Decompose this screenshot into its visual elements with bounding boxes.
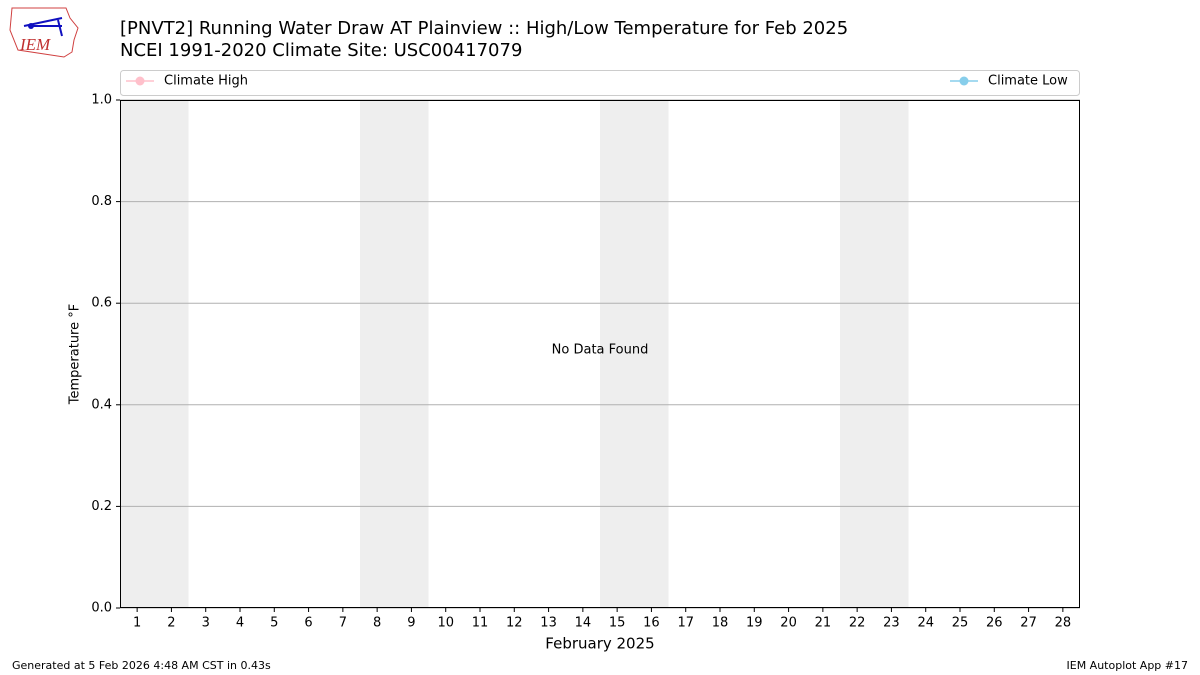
logo-outline — [9, 7, 79, 58]
x-tick-label: 28 — [1055, 616, 1072, 631]
y-tick-label: 0.2 — [91, 499, 112, 514]
x-tick-label: 10 — [437, 616, 454, 631]
x-tick-label: 16 — [643, 616, 660, 631]
x-tick-label: 27 — [1020, 616, 1037, 631]
y-tick-label: 0.6 — [91, 296, 112, 311]
legend-label: Climate High — [164, 74, 248, 89]
plot-frame — [120, 100, 1080, 608]
x-tick-label: 20 — [780, 616, 797, 631]
x-tick-label: 18 — [712, 616, 729, 631]
x-tick-label: 7 — [339, 616, 347, 631]
x-tick-label: 9 — [407, 616, 415, 631]
x-tick-label: 13 — [540, 616, 557, 631]
x-tick-label: 2 — [167, 616, 175, 631]
x-tick-label: 6 — [304, 616, 312, 631]
weekend-band — [120, 100, 189, 608]
legend-marker — [959, 76, 969, 86]
weekend-band — [840, 100, 909, 608]
chart-title: [PNVT2] Running Water Draw AT Plainview … — [120, 18, 848, 39]
x-tick-label: 5 — [270, 616, 278, 631]
annotation: No Data Found — [552, 343, 649, 358]
chart-subtitle: NCEI 1991-2020 Climate Site: USC00417079 — [120, 40, 522, 61]
y-tick-label: 0.4 — [91, 397, 112, 412]
y-axis-label: Temperature °F — [68, 304, 83, 405]
weekend-band — [600, 100, 669, 608]
x-tick-label: 15 — [609, 616, 626, 631]
x-tick-label: 19 — [746, 616, 763, 631]
x-tick-label: 4 — [236, 616, 244, 631]
x-tick-label: 26 — [986, 616, 1003, 631]
x-tick-label: 17 — [677, 616, 694, 631]
x-tick-label: 25 — [952, 616, 969, 631]
x-tick-label: 22 — [849, 616, 866, 631]
x-tick-label: 24 — [917, 616, 934, 631]
logo-text: IEM — [19, 35, 51, 54]
y-tick-label: 1.0 — [91, 93, 112, 108]
footer-right: IEM Autoplot App #17 — [1067, 659, 1189, 672]
x-tick-label: 23 — [883, 616, 900, 631]
x-tick-label: 11 — [472, 616, 489, 631]
y-tick-label: 0.8 — [91, 194, 112, 209]
x-tick-label: 1 — [133, 616, 141, 631]
x-tick-label: 21 — [815, 616, 832, 631]
x-tick-label: 12 — [506, 616, 523, 631]
legend-label: Climate Low — [988, 74, 1068, 89]
x-tick-label: 8 — [373, 616, 381, 631]
x-axis-label: February 2025 — [545, 635, 654, 653]
logo-dot — [28, 23, 34, 29]
x-tick-label: 3 — [202, 616, 210, 631]
weekend-band — [360, 100, 429, 608]
footer-left: Generated at 5 Feb 2026 4:48 AM CST in 0… — [12, 659, 271, 672]
legend-marker — [135, 76, 145, 86]
legend-box — [120, 70, 1080, 96]
logo: IEM — [9, 7, 79, 58]
y-tick-label: 0.0 — [91, 601, 112, 616]
x-tick-label: 14 — [575, 616, 592, 631]
